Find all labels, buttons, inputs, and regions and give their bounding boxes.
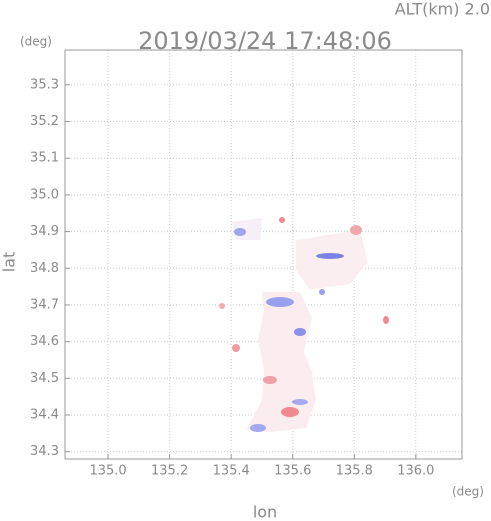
y-tick-label: 35.3	[30, 77, 59, 92]
y-tick-label: 35.1	[30, 151, 59, 166]
plot-frame	[64, 49, 463, 460]
echo-cell	[232, 344, 240, 352]
echo-field	[219, 217, 389, 432]
x-tick-label: 135.8	[336, 464, 373, 479]
x-unit: (deg)	[452, 485, 484, 499]
y-tick-label: 34.6	[30, 334, 59, 349]
y-tick-label: 34.8	[30, 261, 59, 276]
y-unit: (deg)	[20, 35, 52, 49]
echo-cell	[263, 376, 277, 384]
echo-area	[296, 230, 368, 290]
echo-cell	[316, 253, 344, 259]
subtitle: ALT(km) 2.0	[395, 0, 490, 19]
x-tick-label: 135.0	[89, 464, 126, 479]
echo-cell	[281, 407, 299, 417]
y-tick-label: 34.3	[30, 444, 59, 459]
x-axis-label: lon	[253, 503, 277, 521]
echo-cell	[279, 217, 285, 223]
echo-cell	[350, 225, 362, 235]
echo-cell	[292, 399, 308, 405]
y-tick-label: 34.4	[30, 407, 59, 422]
echo-cell	[219, 303, 225, 309]
echo-cell	[383, 316, 389, 324]
echo-cell	[234, 228, 246, 236]
y-tick-label: 34.9	[30, 224, 59, 239]
y-tick-label: 34.7	[30, 297, 59, 312]
x-tick-label: 135.4	[213, 464, 250, 479]
y-tick-label: 35.2	[30, 114, 59, 129]
y-axis-label: lat	[0, 252, 19, 273]
echo-cell	[319, 289, 325, 295]
y-tick-label: 35.0	[30, 187, 59, 202]
x-tick-label: 135.2	[151, 464, 188, 479]
echo-cell	[250, 424, 266, 432]
x-tick-label: 136.0	[397, 464, 434, 479]
y-tick-label: 34.5	[30, 371, 59, 386]
echo-area	[246, 292, 316, 432]
echo-cell	[266, 297, 294, 307]
x-tick-label: 135.6	[274, 464, 311, 479]
echo-cell	[294, 328, 306, 336]
